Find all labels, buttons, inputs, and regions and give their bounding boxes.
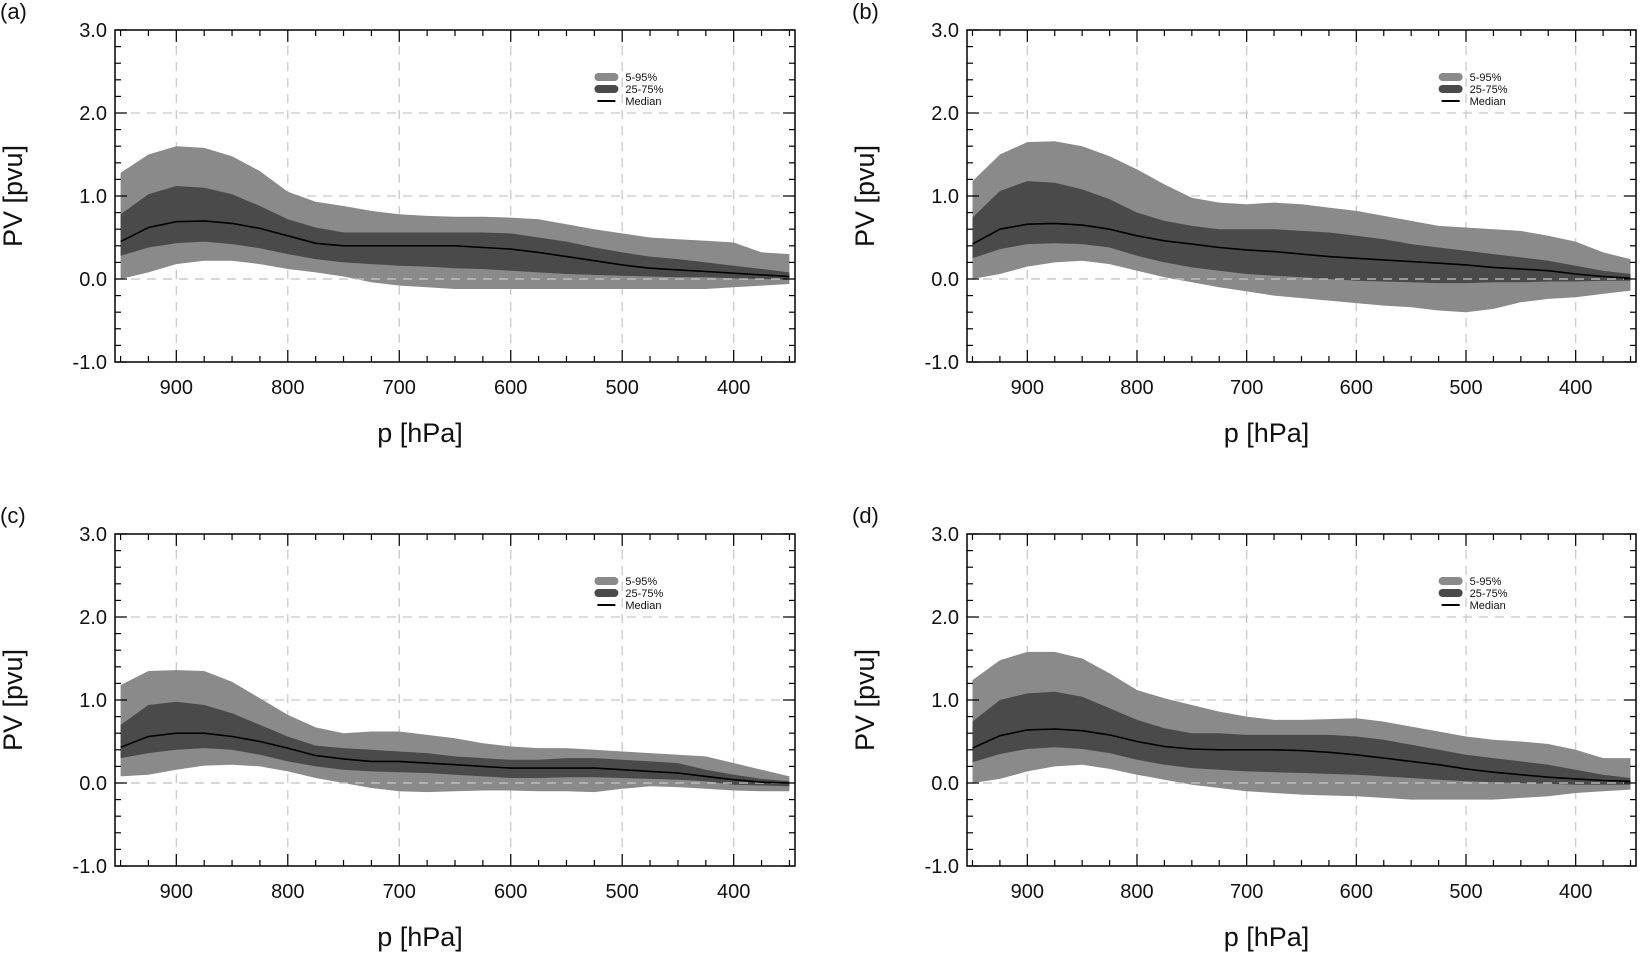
median-line <box>120 732 790 784</box>
legend-label-median: Median <box>625 600 661 612</box>
legend-label-5-95: 5-95% <box>1470 576 1502 588</box>
median-line <box>972 728 1631 783</box>
x-tick-label: 500 <box>606 377 639 399</box>
legend-label-25-75: 25-75% <box>1470 588 1508 600</box>
y-tick-label: 0.0 <box>931 269 959 291</box>
y-tick-label: 2.0 <box>931 103 959 125</box>
legend-label-5-95: 5-95% <box>625 72 657 84</box>
median-line <box>972 222 1631 279</box>
y-tick-label: -1.0 <box>925 352 959 374</box>
y-tick-label: 2.0 <box>79 103 107 125</box>
chart-panel-3: -1.0 0.0 1.0 2.0 3.0 900 800 700 600 500 400 p [hPa… <box>850 503 1637 952</box>
band-25-75 <box>972 181 1631 284</box>
x-tick-label: 400 <box>1559 881 1592 903</box>
legend-label-25-75: 25-75% <box>1470 84 1508 96</box>
x-tick-label: 800 <box>271 377 304 399</box>
y-tick-label: -1.0 <box>73 856 107 878</box>
y-tick-label: 0.0 <box>79 269 107 291</box>
chart-panel-1: -1.0 0.0 1.0 2.0 3.0 900 800 700 600 500 400 p [hPa… <box>850 0 1637 448</box>
y-axis-title: PV [pvu] <box>0 649 28 751</box>
x-tick-label: 600 <box>1340 377 1373 399</box>
y-axis-title: PV [pvu] <box>850 145 880 247</box>
y-tick-label: -1.0 <box>73 352 107 374</box>
legend-swatch-5-95 <box>1438 73 1463 81</box>
legend-swatch-5-95 <box>594 577 619 585</box>
legend-label-median: Median <box>1470 600 1506 612</box>
x-tick-label: 700 <box>383 377 416 399</box>
x-axis-title: p [hPa] <box>377 418 463 448</box>
panel-label: (d) <box>852 503 879 528</box>
band-25-75 <box>120 701 790 787</box>
x-tick-label: 700 <box>1230 881 1263 903</box>
y-tick-label: 3.0 <box>79 20 107 42</box>
y-tick-label: -1.0 <box>925 856 959 878</box>
chart-panel-2: -1.0 0.0 1.0 2.0 3.0 900 800 700 600 500 400 p [hPa… <box>0 503 796 952</box>
legend-swatch-25-75 <box>594 85 619 93</box>
x-axis-title: p [hPa] <box>377 922 463 952</box>
x-tick-label: 400 <box>717 881 750 903</box>
panel-label: (a) <box>0 0 27 24</box>
y-tick-label: 1.0 <box>931 690 959 712</box>
x-tick-label: 600 <box>1340 881 1373 903</box>
legend-swatch-25-75 <box>1438 85 1463 93</box>
x-tick-label: 900 <box>1011 377 1044 399</box>
x-axis-title: p [hPa] <box>1224 922 1310 952</box>
median-line <box>120 220 790 278</box>
x-tick-label: 600 <box>494 881 527 903</box>
legend-swatch-25-75 <box>1438 589 1463 597</box>
legend-label-median: Median <box>1470 96 1506 108</box>
x-tick-label: 700 <box>383 881 416 903</box>
legend-swatch-5-95 <box>594 73 619 81</box>
legend-label-25-75: 25-75% <box>625 588 663 600</box>
x-tick-label: 400 <box>717 377 750 399</box>
x-tick-label: 900 <box>1011 881 1044 903</box>
x-tick-label: 700 <box>1230 377 1263 399</box>
legend-label-median: Median <box>625 96 661 108</box>
x-tick-label: 500 <box>1449 881 1482 903</box>
x-tick-label: 900 <box>160 881 193 903</box>
panel-label: (b) <box>852 0 879 24</box>
legend-swatch-25-75 <box>594 589 619 597</box>
y-axis-title: PV [pvu] <box>850 649 880 751</box>
x-axis-title: p [hPa] <box>1224 418 1310 448</box>
y-tick-label: 3.0 <box>79 524 107 546</box>
band-25-75 <box>120 186 790 280</box>
y-axis-title: PV [pvu] <box>0 145 28 247</box>
x-tick-label: 400 <box>1559 377 1592 399</box>
x-tick-label: 900 <box>160 377 193 399</box>
y-tick-label: 3.0 <box>931 524 959 546</box>
y-tick-label: 0.0 <box>79 773 107 795</box>
y-tick-label: 2.0 <box>79 607 107 629</box>
y-tick-label: 1.0 <box>79 186 107 208</box>
y-tick-label: 2.0 <box>931 607 959 629</box>
y-tick-label: 3.0 <box>931 20 959 42</box>
y-tick-label: 1.0 <box>931 186 959 208</box>
x-tick-label: 500 <box>606 881 639 903</box>
band-25-75 <box>972 691 1631 785</box>
panel-label: (c) <box>0 503 26 528</box>
chart-panel-0: -1.0 0.0 1.0 2.0 3.0 900 800 700 600 500 400 p [hPa… <box>0 0 796 448</box>
y-tick-label: 1.0 <box>79 690 107 712</box>
legend-label-5-95: 5-95% <box>625 576 657 588</box>
x-tick-label: 800 <box>271 881 304 903</box>
x-tick-label: 600 <box>494 377 527 399</box>
legend-label-5-95: 5-95% <box>1470 72 1502 84</box>
legend-label-25-75: 25-75% <box>625 84 663 96</box>
x-tick-label: 500 <box>1449 377 1482 399</box>
x-tick-label: 800 <box>1120 881 1153 903</box>
y-tick-label: 0.0 <box>931 773 959 795</box>
legend-swatch-5-95 <box>1438 577 1463 585</box>
x-tick-label: 800 <box>1120 377 1153 399</box>
